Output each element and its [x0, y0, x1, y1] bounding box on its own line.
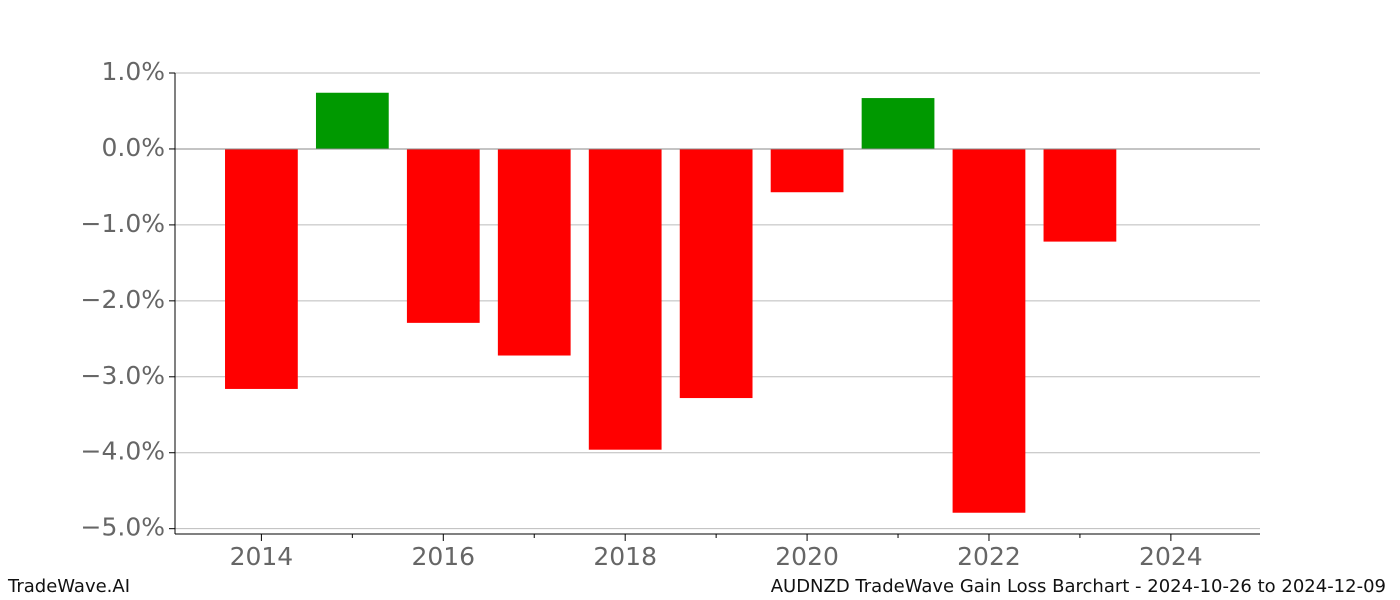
chart-title: AUDNZD TradeWave Gain Loss Barchart - 20… — [771, 576, 1386, 597]
x-tick-label: 2020 — [775, 542, 839, 571]
y-tick-label: −4.0% — [81, 437, 165, 466]
bar — [1043, 148, 1117, 242]
bar — [679, 148, 753, 399]
bar — [770, 148, 844, 193]
bar — [861, 98, 935, 149]
y-tick-label: −5.0% — [81, 513, 165, 542]
watermark: TradeWave.AI — [7, 576, 130, 597]
bar — [497, 148, 571, 356]
bar — [225, 148, 298, 389]
y-tick-label: −3.0% — [81, 361, 165, 390]
bar — [406, 148, 480, 323]
x-tick-label: 2016 — [411, 542, 475, 571]
y-tick-label: −2.0% — [81, 285, 165, 314]
y-tick-label: 1.0% — [101, 57, 165, 86]
y-tick-label: −1.0% — [81, 209, 165, 238]
x-tick-label: 2014 — [230, 542, 294, 571]
bar — [315, 92, 389, 149]
bar — [588, 148, 662, 450]
bar — [952, 148, 1026, 513]
x-tick-label: 2024 — [1139, 542, 1203, 571]
y-tick-label: 0.0% — [101, 133, 165, 162]
x-tick-label: 2022 — [957, 542, 1021, 571]
x-tick-label: 2018 — [593, 542, 657, 571]
